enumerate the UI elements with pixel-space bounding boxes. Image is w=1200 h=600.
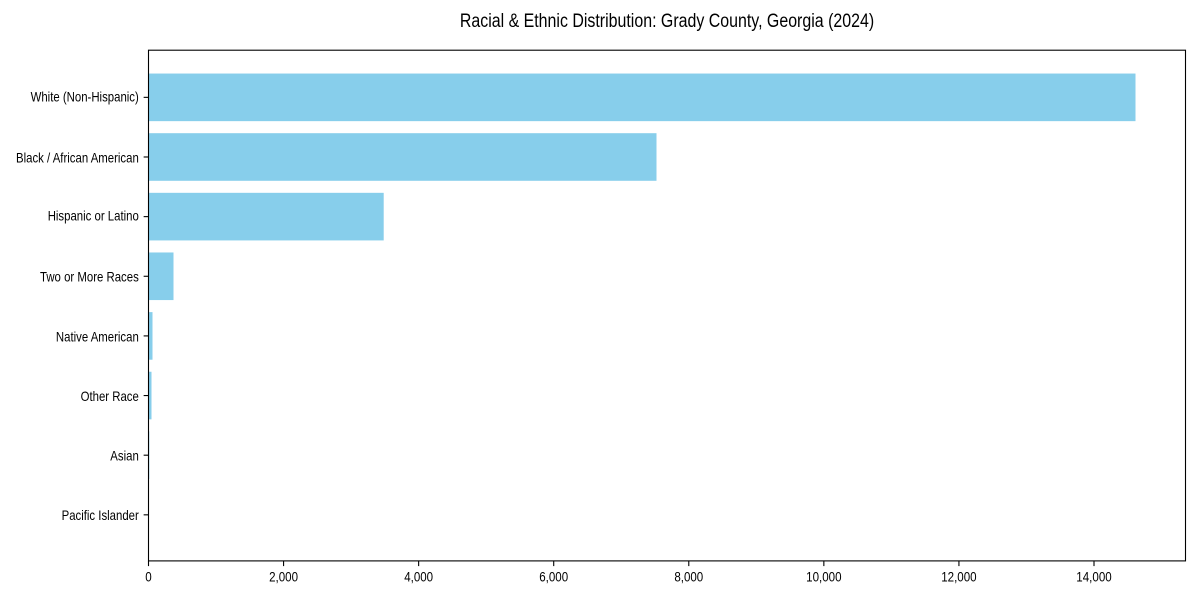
svg-text:Pacific Islander: Pacific Islander <box>62 507 140 523</box>
svg-text:8,000: 8,000 <box>674 569 703 585</box>
svg-text:White (Non-Hispanic): White (Non-Hispanic) <box>31 88 139 104</box>
svg-text:12,000: 12,000 <box>941 569 977 585</box>
svg-text:0: 0 <box>145 569 152 585</box>
svg-text:14,000: 14,000 <box>1076 569 1112 585</box>
svg-text:Asian: Asian <box>110 448 139 464</box>
svg-text:10,000: 10,000 <box>806 569 842 585</box>
svg-text:Two or More Races: Two or More Races <box>40 268 139 284</box>
svg-text:Racial & Ethnic Distribution:: Racial & Ethnic Distribution: Grady Coun… <box>460 10 874 32</box>
svg-text:Black / African American: Black / African American <box>16 149 139 165</box>
svg-text:Hispanic or Latino: Hispanic or Latino <box>48 208 139 224</box>
svg-text:Other Race: Other Race <box>81 388 139 404</box>
svg-text:4,000: 4,000 <box>404 569 433 585</box>
svg-text:Native American: Native American <box>56 328 139 344</box>
svg-text:2,000: 2,000 <box>269 569 298 585</box>
svg-text:6,000: 6,000 <box>539 569 568 585</box>
